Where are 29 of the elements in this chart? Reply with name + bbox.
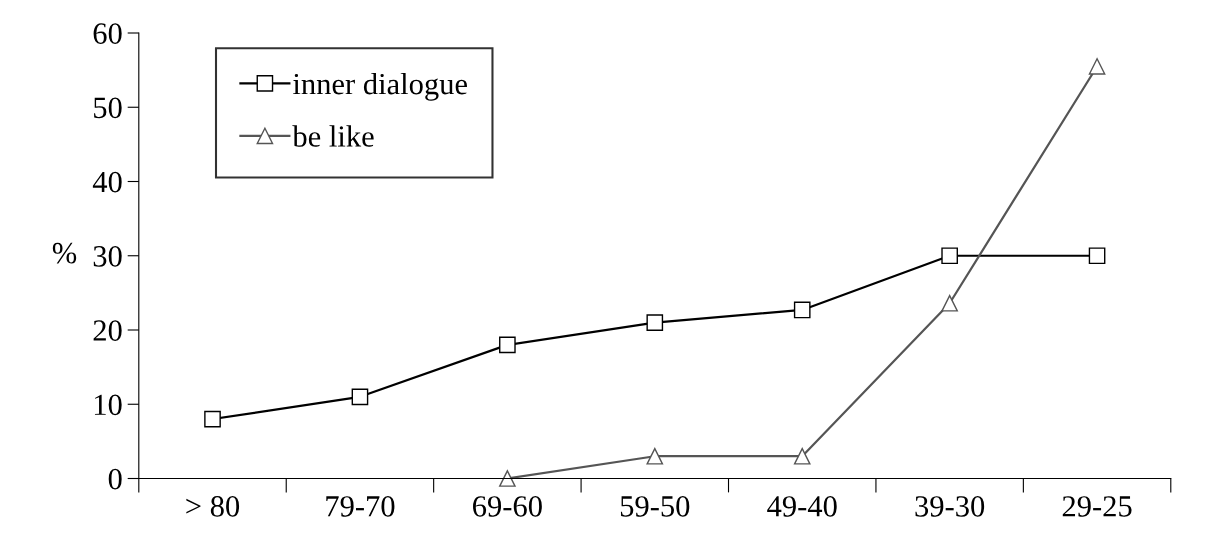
point [1088,58,1106,75]
point [499,336,516,354]
point [941,247,958,265]
point [793,447,811,465]
y-tick-label: 10 [94,394,122,416]
y-tick-label: 50 [94,97,122,119]
legend-label: inner dialogue [293,72,467,101]
x-tick-label: > 80 [186,496,240,517]
x-tick-label: 69-60 [473,496,542,517]
point [646,447,664,465]
y-tick-label: 0 [108,468,122,490]
y-axis-title: % [52,242,77,264]
x-tick-label: 49-40 [767,496,837,517]
legend-label: be like [292,125,374,147]
x-tick-label: 29-25 [1062,496,1132,517]
y-tick-label: 30 [93,246,122,267]
point [646,314,664,331]
point [499,470,516,487]
point [793,301,811,319]
point [204,410,221,428]
y-tick-label: 20 [93,320,122,341]
point [941,294,958,312]
point [1088,247,1106,265]
y-tick-label: 60 [93,23,122,44]
x-tick-label: 39-30 [915,496,985,517]
point [351,388,369,406]
x-tick-label: 79-70 [326,496,395,517]
y-tick-label: 40 [92,171,122,193]
x-tick-label: 59-50 [620,496,690,517]
